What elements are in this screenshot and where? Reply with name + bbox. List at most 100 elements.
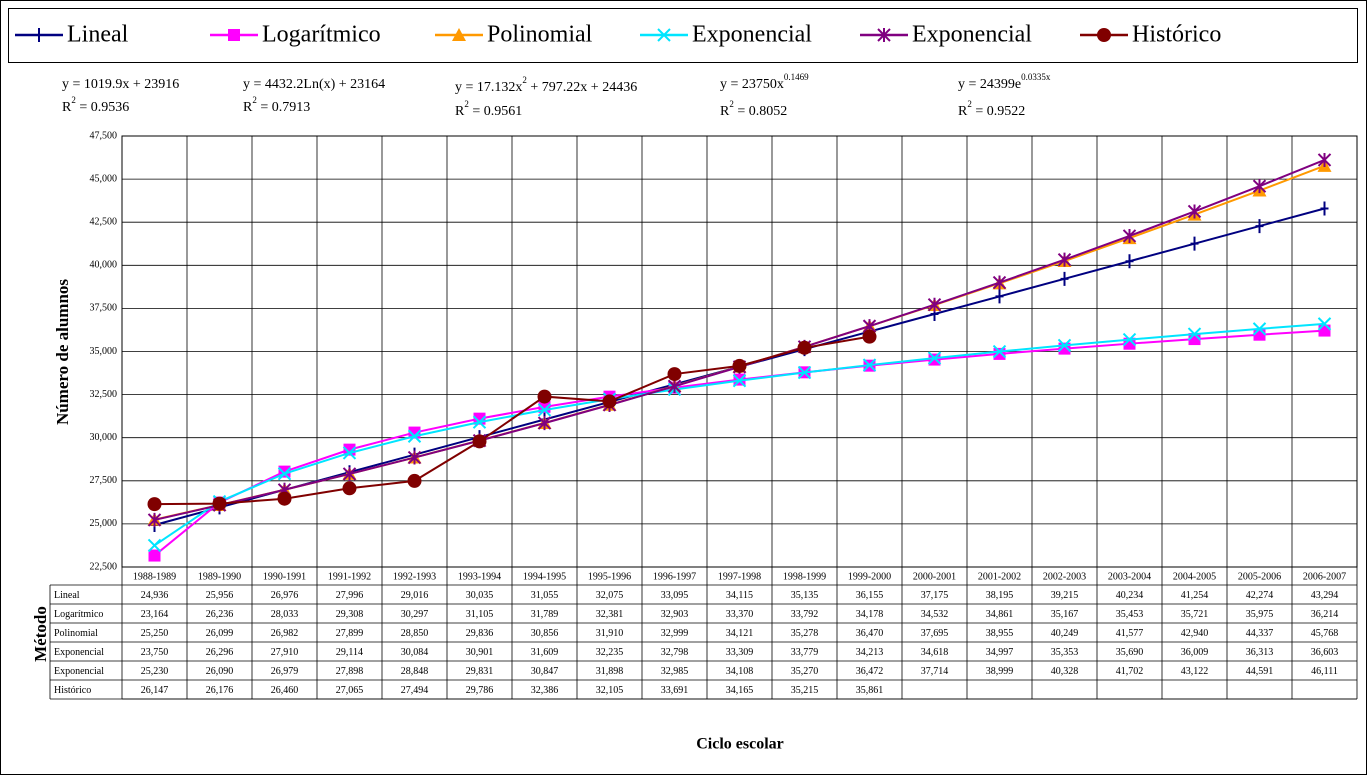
x-tick-label: 1994-1995 [523, 571, 566, 582]
marker [342, 481, 357, 496]
marker [732, 358, 747, 373]
marker [1252, 179, 1267, 194]
table-cell: 26,099 [206, 628, 234, 639]
marker [993, 347, 1006, 360]
marker [1255, 219, 1264, 234]
marker [995, 289, 1004, 304]
table-cell: 37,695 [921, 628, 949, 639]
table-cell: 43,122 [1181, 666, 1209, 677]
equation-part: y = 4432.2Ln(x) + 23164 [243, 77, 385, 92]
marker [277, 491, 292, 506]
y-tick-label: 35,000 [90, 346, 118, 357]
x-tick-label: 1990-1991 [263, 571, 306, 582]
equation-part: = 0.8052 [734, 104, 787, 119]
marker [1253, 328, 1266, 341]
table-cell: 31,910 [596, 628, 624, 639]
table-cell: 37,175 [921, 590, 949, 601]
table-cell: 38,955 [986, 628, 1014, 639]
marker [732, 373, 747, 388]
table-cell: 38,999 [986, 666, 1014, 677]
legend-label: Lineal [67, 22, 129, 48]
table-cell: 34,178 [856, 609, 884, 620]
equation: R2 = 0.9522 [958, 99, 1025, 119]
y-tick-label: 30,000 [90, 432, 118, 443]
table-cell: 30,084 [401, 647, 429, 658]
table-cell: 30,901 [466, 647, 494, 658]
superscript: 2 [252, 95, 257, 105]
marker [1125, 254, 1134, 269]
table-cell: 36,603 [1311, 647, 1339, 658]
table-cell: 31,105 [466, 609, 494, 620]
table-cell: 29,308 [336, 609, 364, 620]
x-axis-title: Ciclo escolar [696, 736, 784, 753]
marker [342, 466, 357, 481]
marker [1057, 338, 1072, 353]
table-title: Método [31, 606, 50, 662]
table-cell: 33,792 [791, 609, 819, 620]
marker [992, 275, 1007, 290]
legend-label: Histórico [1132, 22, 1221, 48]
table-cell: 41,702 [1116, 666, 1144, 677]
marker [147, 497, 162, 512]
table-cell: 26,236 [206, 609, 234, 620]
y-tick-label: 37,500 [90, 303, 118, 314]
x-tick-label: 1999-2000 [848, 571, 891, 582]
marker [1060, 271, 1069, 286]
y-tick-label: 25,000 [90, 518, 118, 529]
marker [1122, 228, 1137, 243]
equation: R2 = 0.9561 [455, 99, 522, 119]
marker [992, 344, 1007, 359]
marker [472, 415, 487, 429]
table-cell: 33,691 [661, 685, 689, 696]
table-cell: 34,861 [986, 609, 1014, 620]
table-cell: 24,936 [141, 590, 169, 601]
table-cell: 34,532 [921, 609, 949, 620]
marker [602, 394, 617, 409]
superscript: 2 [729, 99, 734, 109]
equation: y = 17.132x2 + 797.22x + 24436 [455, 75, 637, 95]
equation-part: R [243, 100, 253, 115]
table-cell: 45,768 [1311, 628, 1339, 639]
table-cell: 40,234 [1116, 590, 1144, 601]
table-cell: 35,690 [1116, 647, 1144, 658]
table-cell: 40,249 [1051, 628, 1079, 639]
marker [1122, 332, 1137, 347]
table-cell: 34,213 [856, 647, 884, 658]
legend-marker [35, 28, 43, 42]
marker [148, 549, 161, 562]
table-cell: 36,214 [1311, 609, 1339, 620]
table-cell: 35,135 [791, 590, 819, 601]
table-cell: 33,779 [791, 647, 819, 658]
superscript: 2 [71, 95, 76, 105]
marker [537, 389, 552, 404]
table-cell: 41,577 [1116, 628, 1144, 639]
table-cell: 42,940 [1181, 628, 1209, 639]
table-cell: 29,836 [466, 628, 494, 639]
table-cell: 35,453 [1116, 609, 1144, 620]
marker [667, 379, 682, 394]
table-cell: 33,309 [726, 647, 754, 658]
table-cell: 29,831 [466, 666, 494, 677]
equation-part: R [455, 104, 465, 119]
legend-label: Polinomial [487, 22, 593, 48]
equation: R2 = 0.7913 [243, 95, 310, 115]
marker [212, 496, 227, 511]
table-cell: 41,254 [1181, 590, 1209, 601]
table-cell: 23,164 [141, 609, 169, 620]
x-tick-label: 1998-1999 [783, 571, 826, 582]
marker [407, 429, 422, 443]
table-cell: 39,215 [1051, 590, 1079, 601]
marker [1317, 152, 1332, 167]
marker [862, 358, 877, 372]
y-axis-title: Número de alumnos [53, 279, 72, 425]
table-cell: 32,105 [596, 685, 624, 696]
legend-label: Exponencial [912, 22, 1032, 48]
table-cell: 35,270 [791, 666, 819, 677]
table-cell: 30,035 [466, 590, 494, 601]
equation-part: = 0.7913 [257, 100, 310, 115]
table-cell: 25,250 [141, 628, 169, 639]
table-cell: 35,215 [791, 685, 819, 696]
marker [1187, 204, 1202, 219]
table-cell: 38,195 [986, 590, 1014, 601]
